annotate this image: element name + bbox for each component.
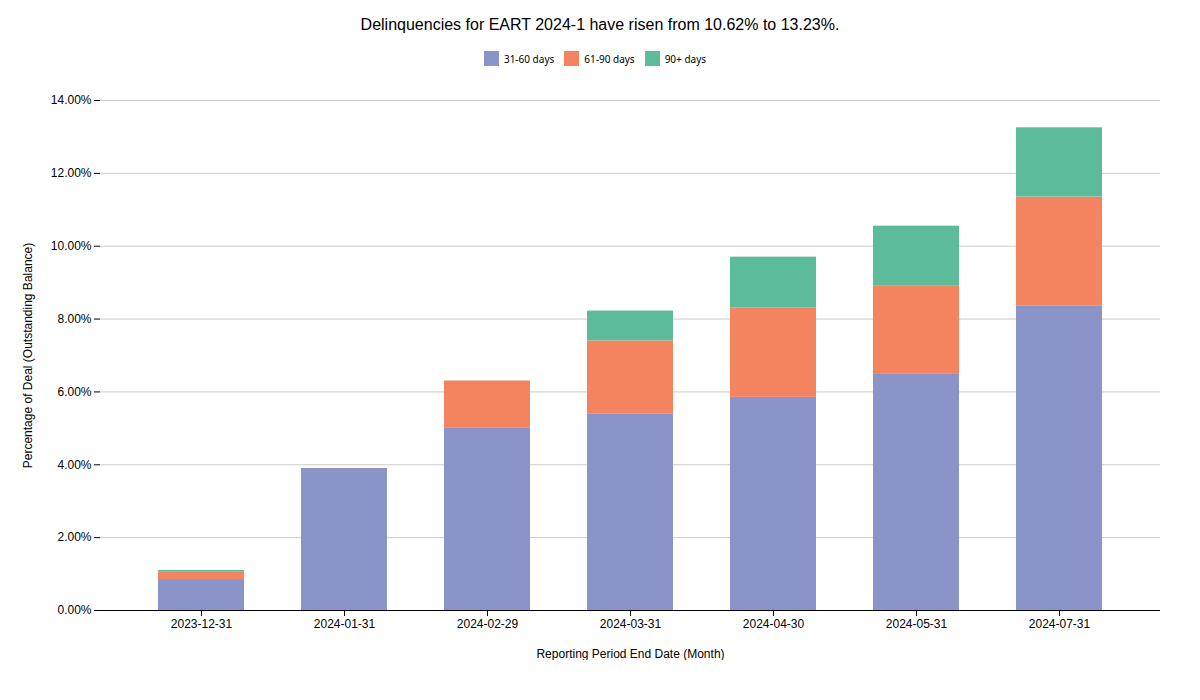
svg-text:Reporting Period End Date (Mon: Reporting Period End Date (Month) [536, 647, 724, 661]
html-text:Delinquencies for EART 2024-1: Delinquencies for EART 2024-1 have risen… [360, 16, 840, 33]
svg-text:10.00%: 10.00% [51, 239, 92, 253]
html-text:31-60 days: 31-60 days [503, 51, 555, 66]
svg-text:12.00%: 12.00% [51, 166, 92, 180]
svg-text:2024-01-31: 2024-01-31 [314, 617, 376, 631]
html-text:61-90 days: 61-90 days [584, 51, 635, 66]
svg-text:8.00%: 8.00% [57, 312, 91, 326]
svg-text:2024-07-31: 2024-07-31 [1029, 617, 1091, 631]
svg-text:2024-05-31: 2024-05-31 [886, 617, 948, 631]
svg-text:2.00%: 2.00% [57, 530, 91, 544]
svg-text:2024-04-30: 2024-04-30 [743, 617, 805, 631]
svg-text:2024-03-31: 2024-03-31 [600, 617, 662, 631]
svg-text:2024-02-29: 2024-02-29 [457, 617, 519, 631]
svg-text:2023-12-31: 2023-12-31 [171, 617, 233, 631]
html-text:90+ days: 90+ days [664, 51, 707, 66]
svg-text:6.00%: 6.00% [57, 385, 91, 399]
svg-text:0.00%: 0.00% [57, 603, 91, 617]
svg-text:14.00%: 14.00% [51, 93, 92, 107]
svg-text:4.00%: 4.00% [57, 458, 91, 472]
svg-text:Percentage of Deal (Outstandin: Percentage of Deal (Outstanding Balance) [21, 243, 35, 468]
